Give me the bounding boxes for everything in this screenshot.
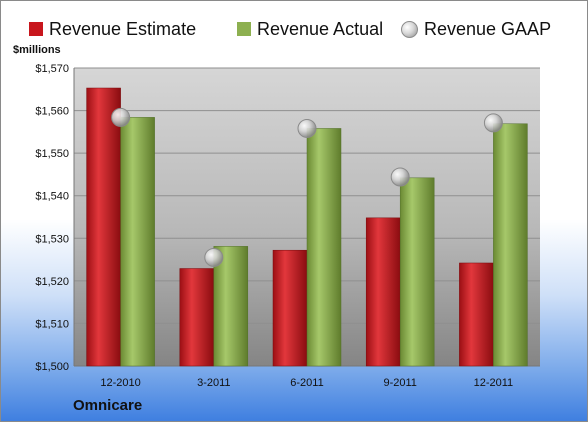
legend-item-revenue-gaap: Revenue GAAP <box>401 15 551 43</box>
point-revenue-gaap <box>204 247 224 267</box>
point-revenue-gaap <box>111 107 131 127</box>
legend-label-revenue-estimate: Revenue Estimate <box>49 18 197 39</box>
legend-swatch-revenue-estimate <box>29 22 43 36</box>
bar-revenue-estimate <box>86 87 121 367</box>
bar-revenue-actual <box>493 123 528 367</box>
legend-swatch-revenue-actual <box>237 22 251 36</box>
x-tick-label: 12-2010 <box>100 377 140 389</box>
y-tick-label: $1,570 <box>35 63 69 75</box>
point-revenue-gaap <box>483 113 503 133</box>
bar-revenue-estimate <box>459 262 494 367</box>
chart-legend: Revenue Estimate Revenue Actual Revenue … <box>29 15 569 43</box>
y-tick-label: $1,560 <box>35 106 69 118</box>
y-tick-label: $1,530 <box>35 233 69 245</box>
bar-revenue-estimate <box>272 249 308 367</box>
point-revenue-gaap <box>297 118 317 138</box>
x-tick-label: 3-2011 <box>197 377 230 389</box>
y-tick-label: $1,540 <box>35 191 69 203</box>
bar-revenue-actual <box>399 177 435 367</box>
bar-revenue-estimate <box>365 217 401 367</box>
bar-revenue-actual <box>213 246 249 367</box>
y-axis-unit-label: $millions <box>13 44 61 56</box>
legend-item-revenue-actual: Revenue Actual <box>237 15 383 43</box>
x-tick-label: 12-2011 <box>474 377 514 389</box>
legend-label-revenue-gaap: Revenue GAAP <box>424 18 552 39</box>
y-tick-label: $1,510 <box>35 318 69 330</box>
x-tick-label: 9-2011 <box>383 377 416 389</box>
legend-label-revenue-actual: Revenue Actual <box>257 18 384 39</box>
legend-swatch-revenue-gaap <box>401 20 418 38</box>
bar-revenue-actual <box>120 117 155 367</box>
point-revenue-gaap <box>390 167 410 187</box>
bar-revenue-estimate <box>179 268 215 367</box>
x-tick-label: 6-2011 <box>290 377 323 389</box>
y-tick-label: $1,550 <box>35 148 69 160</box>
company-name: Omnicare <box>73 397 143 414</box>
y-tick-label: $1,520 <box>35 276 69 288</box>
bar-revenue-actual <box>306 128 342 367</box>
legend-item-revenue-estimate: Revenue Estimate <box>29 15 196 43</box>
y-tick-label: $1,500 <box>35 361 69 373</box>
